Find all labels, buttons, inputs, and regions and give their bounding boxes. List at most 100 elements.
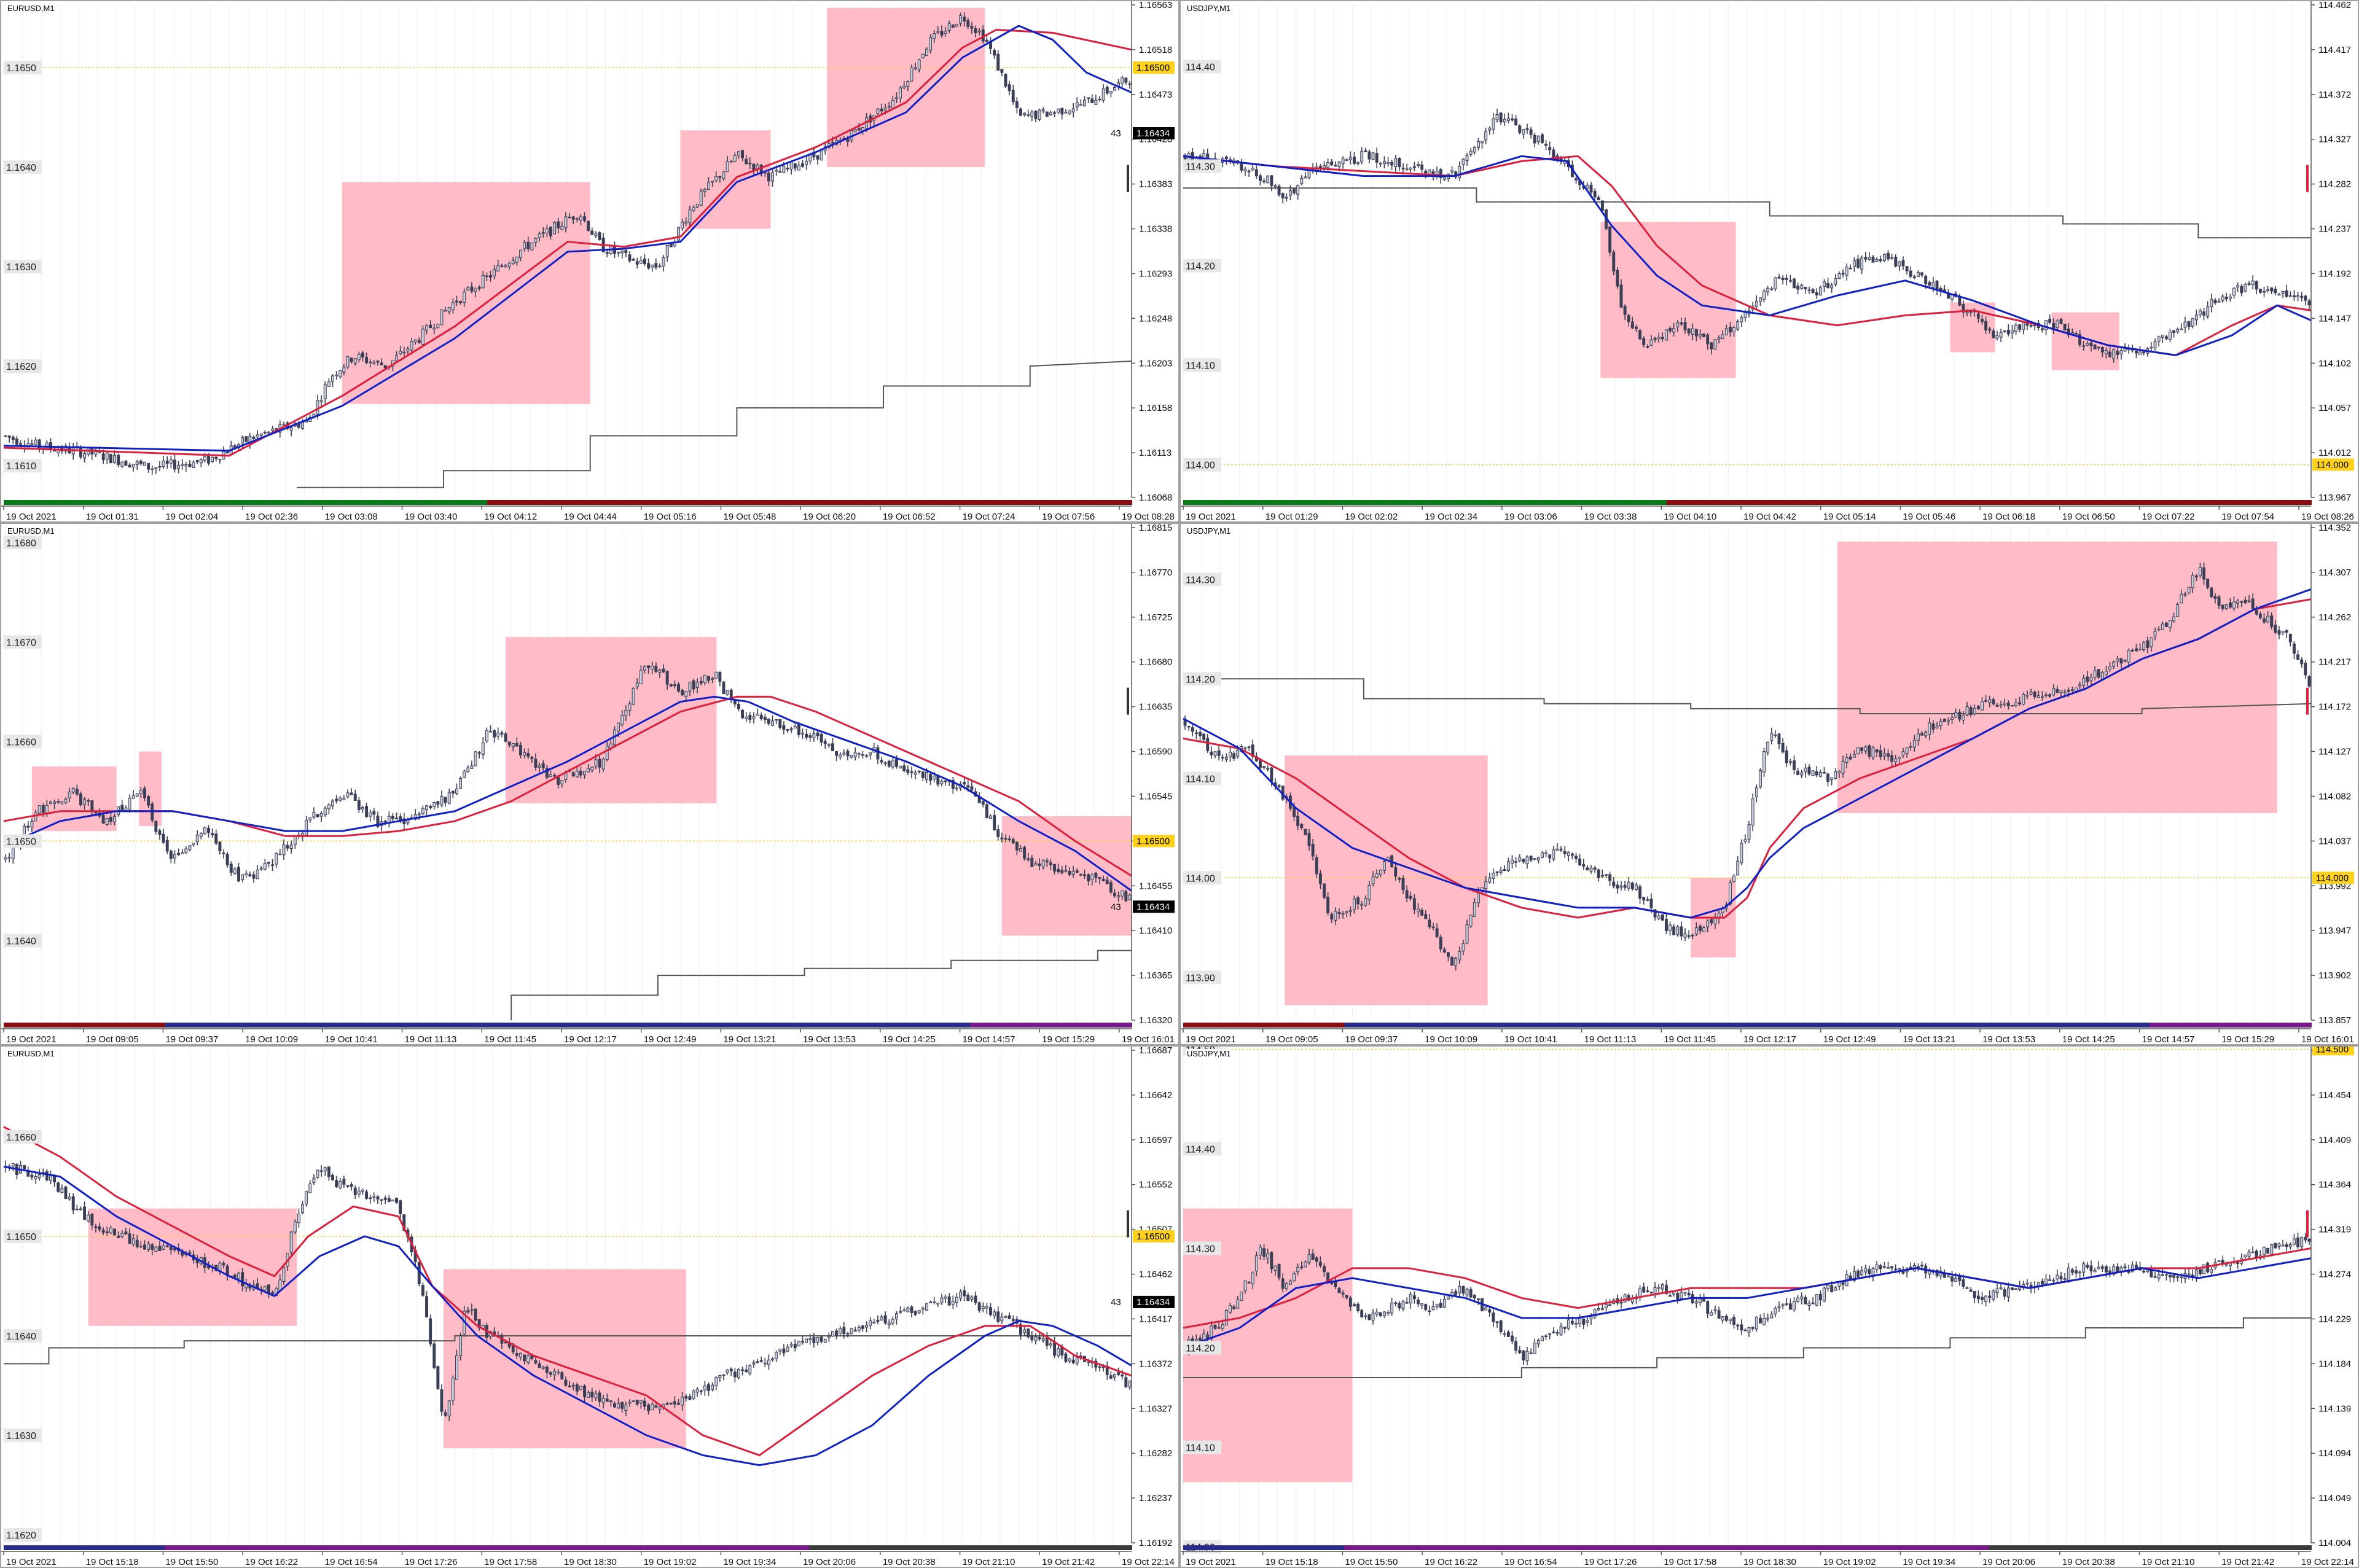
chart-canvas[interactable]: 1.166871.166421.165971.165521.165071.164… [1, 1047, 1180, 1568]
candle-body [1852, 754, 1856, 758]
highlight-zone [827, 7, 985, 168]
session-bar [1828, 500, 1990, 505]
candle-body [1364, 898, 1367, 906]
time-tick-label: 19 Oct 11:13 [405, 1034, 457, 1045]
candle-body [2277, 294, 2281, 296]
candle-body [1484, 131, 1488, 141]
chart-canvas[interactable]: 114.352114.307114.262114.217114.172114.1… [1181, 524, 2359, 1045]
candle-body [1503, 1333, 1506, 1335]
candle-body [1823, 281, 1826, 287]
candle-body [1431, 926, 1435, 929]
chart-panel-1[interactable]: EURUSD,M1 1.16563 1.16518 1.16473 1.16428 1.… [0, 0, 1180, 523]
highlight-zone [88, 1208, 297, 1326]
candle-body [729, 160, 733, 163]
price-tag: 114.000 [2312, 872, 2354, 884]
candle-body [1860, 257, 1864, 270]
candle-body [876, 1319, 880, 1322]
candle-body [594, 233, 598, 236]
candle-body [181, 464, 184, 466]
candle-body [1469, 915, 1473, 927]
candle-body [1247, 1282, 1251, 1284]
candle-body [816, 155, 820, 160]
candle-body [225, 451, 229, 454]
candle-body [2255, 281, 2258, 290]
price-tick-label: 1.16545 [1139, 791, 1172, 802]
price-tag-label: 1.16500 [1136, 63, 1170, 73]
price-tick-label: 114.364 [2318, 1180, 2351, 1190]
candle-body [402, 1214, 406, 1231]
candle-body [1879, 259, 1882, 262]
candle-body [801, 732, 804, 735]
candle-body [1034, 1336, 1038, 1341]
left-level-bg [4, 61, 42, 75]
candle-body [2127, 650, 2130, 663]
candle-body [120, 1233, 124, 1237]
candle-body [793, 1344, 797, 1349]
chart-panel-2[interactable]: USDJPY,M1 114.462 114.417 114.372 114.327 11… [1180, 0, 2359, 523]
candle-body [64, 1187, 68, 1199]
candle-body [271, 428, 275, 431]
candle-body [87, 1214, 90, 1222]
chart-canvas[interactable]: 1.168151.167701.167251.166801.166351.165… [1, 524, 1180, 1045]
session-bar [1828, 1023, 1990, 1028]
chart-panel-4[interactable]: USDJPY,M1 114.352 114.307 114.262 114.217 11… [1180, 523, 2359, 1045]
time-tick-label: 19 Oct 04:42 [1743, 512, 1796, 522]
chart-canvas[interactable]: 114.462114.417114.372114.327114.282114.2… [1181, 1, 2359, 523]
candle-body [1661, 914, 1664, 921]
candle-body [1796, 770, 1800, 776]
chart-panel-6[interactable]: USDJPY,M1 114.499114.454114.409114.36411… [1180, 1045, 2359, 1568]
chart-panel-3[interactable]: EURUSD,M1 1.16815 1.16770 1.16725 1.16680 1.… [0, 523, 1180, 1045]
candle-body [380, 362, 383, 365]
candle-body [207, 827, 210, 833]
candle-body [477, 752, 481, 754]
candle-body [124, 1231, 128, 1235]
candle-body [245, 873, 248, 876]
highlight-zone [1837, 541, 2277, 813]
candle-body [1027, 858, 1030, 860]
candle-body [711, 181, 714, 183]
candle-body [455, 300, 458, 303]
candle-body [2025, 1282, 2029, 1285]
candle-body [327, 804, 331, 809]
candle-body [1221, 757, 1224, 759]
candle-body [1642, 897, 1646, 900]
left-level: 114.10 [1183, 1440, 1221, 1454]
candle-body [1879, 1265, 1882, 1270]
candle-body [695, 204, 699, 208]
candle-body [1518, 125, 1522, 133]
left-level-label: 114.30 [1186, 575, 1215, 585]
candle-body [662, 668, 665, 673]
chart-canvas[interactable]: 1.165631.165181.164731.164281.163831.163… [1, 1, 1180, 523]
candle-body [1890, 755, 1894, 762]
candle-body [1691, 934, 1694, 937]
candle-body [1262, 180, 1266, 182]
candle-body [703, 189, 706, 192]
candle-body [846, 139, 850, 142]
candle-body [925, 49, 928, 57]
candle-body [831, 743, 834, 752]
candle-body [1117, 895, 1121, 897]
candle-body [1124, 77, 1128, 83]
chart-panel-5[interactable]: EURUSD,M1 1.16687 1.16642 1.16597 1.16552 1.… [0, 1045, 1180, 1568]
candle-body [1887, 252, 1890, 260]
chart-canvas[interactable]: 114.499114.454114.409114.364114.319114.2… [1181, 1047, 2359, 1568]
candle-body [1121, 1374, 1124, 1377]
candle-body [635, 682, 639, 687]
candle-body [2194, 1270, 2198, 1278]
candle-body [1439, 937, 1442, 950]
price-tick-label: 114.094 [2318, 1448, 2351, 1459]
candle-body [1589, 867, 1593, 872]
time-tick-label: 19 Oct 05:46 [1903, 512, 1955, 522]
candle-body [1075, 1357, 1079, 1363]
candle-body [2048, 1279, 2052, 1281]
candle-body [365, 357, 369, 364]
candle-body [1676, 1293, 1680, 1300]
candle-body [1841, 272, 1845, 275]
candle-body [211, 456, 214, 462]
candle-body [2176, 329, 2180, 332]
candle-body [839, 754, 842, 758]
candle-body [2251, 280, 2255, 286]
left-level: 114.00 [1183, 458, 1221, 472]
candle-body [993, 815, 996, 830]
